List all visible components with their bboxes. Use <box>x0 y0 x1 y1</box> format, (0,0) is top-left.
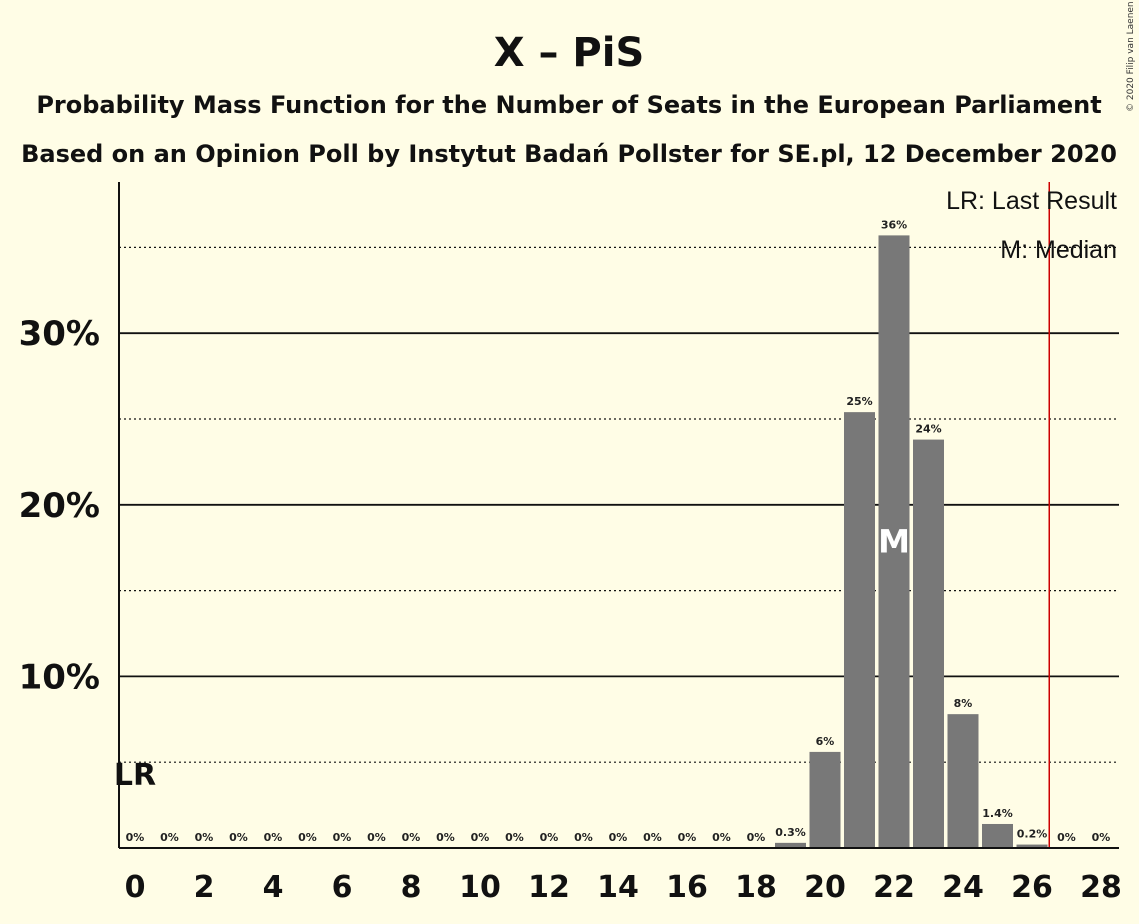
chart-subtitle-2: Based on an Opinion Poll by Instytut Bad… <box>21 140 1117 168</box>
data-label-seat-22: 36% <box>881 218 907 231</box>
chart-title: X – PiS <box>494 30 645 76</box>
data-label-seat-1: 0% <box>160 831 179 844</box>
data-label-seat-28: 0% <box>1092 831 1111 844</box>
data-label-seat-7: 0% <box>367 831 386 844</box>
data-label-seat-25: 1.4% <box>982 807 1013 820</box>
data-label-seat-11: 0% <box>505 831 524 844</box>
x-tick-label-28: 28 <box>1080 870 1122 905</box>
axes-layer: 10%20%30%0 2 4 6 8 10 12 14 16 18 20 22 24 26 28 <box>19 182 1122 905</box>
x-tick-label-16: 16 <box>666 870 708 905</box>
data-label-seat-24: 8% <box>954 697 973 710</box>
legend-last-result: LR: Last Result <box>946 187 1117 215</box>
bar-seat-23 <box>913 439 944 848</box>
bar-seat-25 <box>982 823 1013 848</box>
x-tick-label-22: 22 <box>873 870 915 905</box>
data-label-seat-17: 0% <box>712 831 731 844</box>
copyright-note: © 2020 Filip van Laenen <box>1126 1 1136 112</box>
x-tick-label-18: 18 <box>735 870 777 905</box>
data-label-seat-0: 0% <box>126 831 145 844</box>
data-label-seat-10: 0% <box>471 831 490 844</box>
y-tick-label-10: 10% <box>19 657 100 697</box>
x-tick-label-20: 20 <box>804 870 846 905</box>
bar-seat-24 <box>947 714 979 848</box>
x-tick-label-8: 8 <box>401 870 422 905</box>
bar-seat-26 <box>1016 844 1048 848</box>
data-label-seat-6: 0% <box>333 831 352 844</box>
data-label-seat-16: 0% <box>678 831 697 844</box>
data-label-seat-12: 0% <box>540 831 559 844</box>
data-label-seat-2: 0% <box>195 831 214 844</box>
x-tick-label-4: 4 <box>263 870 284 905</box>
x-tick-label-14: 14 <box>597 870 639 905</box>
bar-seat-20 <box>809 751 841 848</box>
data-label-seat-13: 0% <box>574 831 593 844</box>
median-marker: M <box>878 523 910 561</box>
data-label-seat-15: 0% <box>643 831 662 844</box>
data-label-seat-19: 0.3% <box>775 826 806 839</box>
x-tick-label-26: 26 <box>1011 870 1053 905</box>
last-result-marker: LR <box>114 758 156 793</box>
data-label-seat-9: 0% <box>436 831 455 844</box>
data-label-seat-3: 0% <box>229 831 248 844</box>
x-tick-label-0: 0 <box>125 870 146 905</box>
data-label-seat-20: 6% <box>816 735 835 748</box>
data-label-seat-8: 0% <box>402 831 421 844</box>
x-tick-label-2: 2 <box>194 870 215 905</box>
x-tick-label-12: 12 <box>528 870 570 905</box>
chart-subtitle-1: Probability Mass Function for the Number… <box>36 91 1101 119</box>
data-label-seat-14: 0% <box>609 831 628 844</box>
bar-seat-19 <box>775 842 806 848</box>
x-tick-label-24: 24 <box>942 870 984 905</box>
bar-seat-21 <box>844 412 875 848</box>
y-tick-label-20: 20% <box>19 486 100 526</box>
data-label-seat-4: 0% <box>264 831 283 844</box>
grid-layer <box>119 246 1119 763</box>
x-tick-label-10: 10 <box>459 870 501 905</box>
data-label-seat-21: 25% <box>846 395 872 408</box>
bar-seat-22 <box>878 235 910 848</box>
y-tick-label-30: 30% <box>19 314 100 354</box>
legend-median: M: Median <box>1000 236 1117 264</box>
data-label-seat-26: 0.2% <box>1017 828 1048 841</box>
data-label-seat-18: 0% <box>747 831 766 844</box>
data-label-seat-5: 0% <box>298 831 317 844</box>
data-label-seat-27: 0% <box>1057 831 1076 844</box>
data-label-seat-23: 24% <box>915 423 941 436</box>
x-tick-label-6: 6 <box>332 870 353 905</box>
bars-layer: 0% 0% 0% 0% 0% 0% 0% 0% 0% 0% 0% 0% 0% 0% 0% 0% 0% 0% 0% 0.… <box>114 218 1110 848</box>
